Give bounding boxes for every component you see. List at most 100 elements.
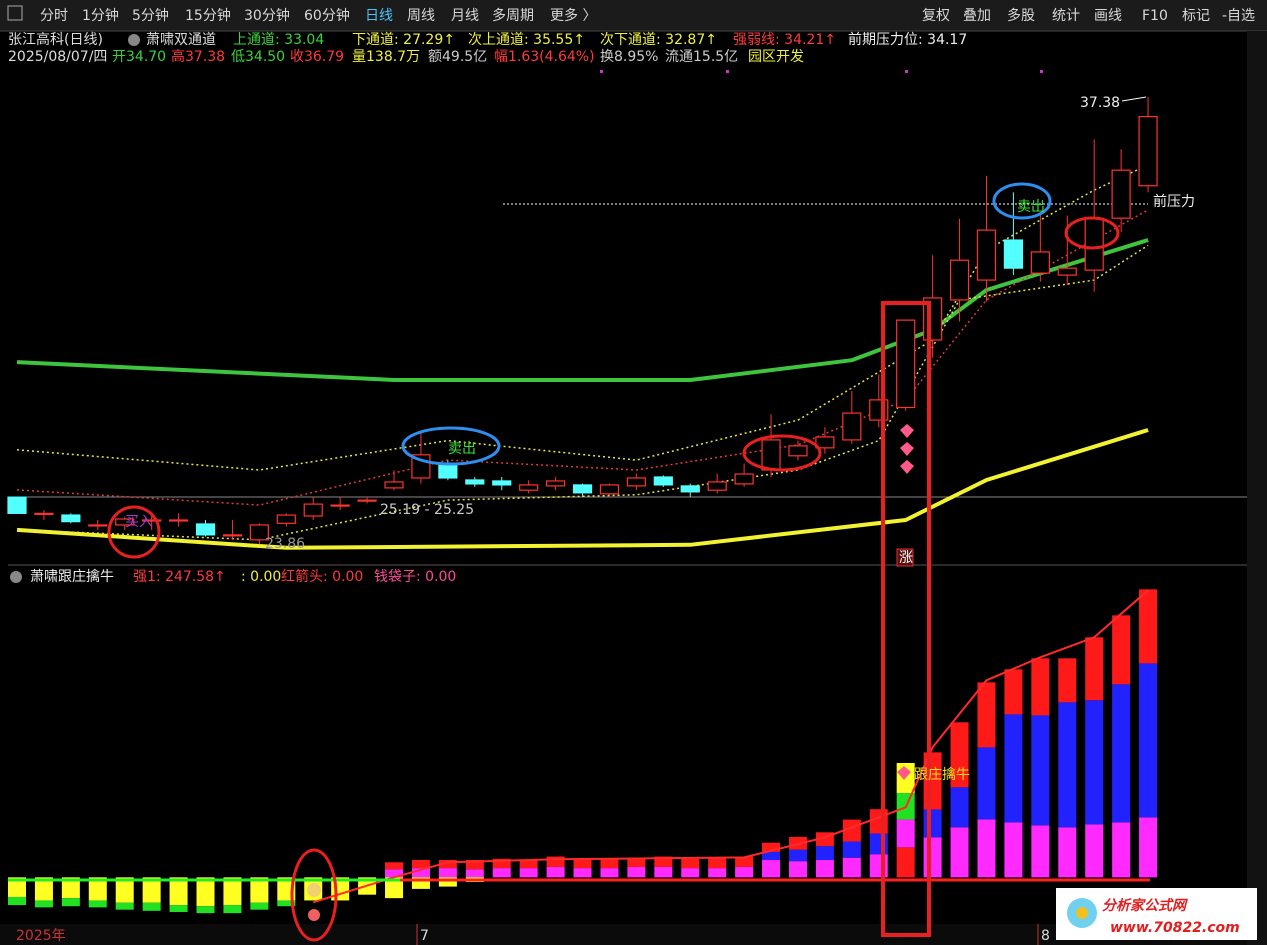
indicator-line [16,209,1149,506]
arrow-icon [308,909,320,921]
tab[interactable]: 30分钟 [244,7,290,24]
candle-body [949,259,970,301]
candle-body [384,481,404,489]
tab[interactable]: 更多 〉 [550,7,596,24]
bar-segment [681,858,700,869]
bar-segment [8,896,26,906]
candle-body [734,473,754,485]
tab[interactable]: 15分钟 [185,7,231,24]
bar-segment [223,905,242,914]
range-label: 25.19 - 25.25 [380,502,474,518]
high-arrow [1121,96,1147,102]
candle-body [195,523,216,536]
bar-segment [492,858,511,869]
bar-segment [277,900,296,907]
toolbar-items: 分时 1分钟 5分钟 15分钟 30分钟 60分钟 日线 周线 月线 多周期 更… [40,7,1255,24]
tool[interactable]: 画线 [1094,8,1122,24]
buy-circle [1064,216,1120,250]
candle-body [222,534,243,537]
top-dots [600,70,1043,73]
tool[interactable]: 标记 [1182,8,1210,24]
bar-segment [465,860,484,870]
candle-body [869,399,889,421]
candle-body [788,445,808,457]
indicator-value: 强弱线: 34.21↑ [733,32,836,48]
bar-segment [492,868,511,878]
candle-body [976,229,997,281]
candle-body [1111,169,1131,219]
bar-segment [1004,669,1023,715]
sell-label: 卖出 [1017,199,1045,215]
bar-segment [1058,702,1077,828]
tool[interactable]: 多股 [1007,7,1035,24]
indicator-line [16,164,1149,471]
bar-segment [762,860,781,878]
bar-segment [1085,824,1104,878]
side-strip [1247,31,1267,945]
tab-active[interactable]: 日线 [365,8,393,24]
bar-segment [869,809,888,834]
tool[interactable]: 叠加 [963,8,991,24]
bar-segment [1139,589,1158,664]
bar-segment [573,858,592,869]
low-label: 23.86 [265,536,305,552]
bar-segment [681,868,700,878]
bar-segment [627,866,646,878]
candle-body [680,485,700,493]
lower-indicator-value: 红箭头: 0.00 [281,568,363,585]
watermark-logo [1076,907,1088,919]
tool[interactable]: 复权 [922,7,950,24]
signal-circle [290,848,338,942]
bar-segment [1031,658,1050,716]
bar-segment [1058,658,1077,703]
tab[interactable]: 多周期 [492,7,534,24]
tab[interactable]: 1分钟 [82,7,119,24]
time-label: 8 [1041,928,1050,944]
quote: 幅1.63(4.64%) [494,49,595,65]
bar-segment [250,902,269,910]
toolbar [0,0,1267,31]
candle-body [1084,217,1104,271]
bar-segment [977,819,996,878]
indicator-value: 前期压力位: 34.17 [848,31,967,48]
bar-segment [1058,827,1077,878]
tab[interactable]: 60分钟 [304,7,350,24]
quote: 开34.70 [112,49,166,65]
bar-segment [519,868,538,878]
bar-segment [250,877,269,903]
bar-segment [142,877,161,903]
bar-segment [842,857,861,878]
candle-body [545,480,566,487]
bar-segment [923,837,942,878]
signal-label: 跟庄擒牛 [914,766,970,783]
time-label: 7 [420,928,429,944]
candle-body [1030,251,1050,274]
tool[interactable]: -自选 [1222,8,1255,24]
tab[interactable]: 分时 [40,8,68,24]
bar-segment [465,869,484,878]
tab[interactable]: 月线 [451,8,479,24]
candle-body [519,484,539,491]
window-icon[interactable] [7,5,23,21]
candle-body [1138,115,1158,187]
bar-segment [600,858,619,869]
bar-segment [815,860,834,878]
date: 2025/08/07/四 [8,49,107,65]
tool[interactable]: 统计 [1052,8,1080,24]
tab[interactable]: 5分钟 [132,7,169,24]
bar-segment [438,877,457,887]
indicator-value: 次下通道: 32.87↑ [600,32,717,48]
tab[interactable]: 周线 [407,8,435,24]
lower-indicator-value: : 0.00 [241,569,281,585]
limit-label: 涨 [899,550,913,566]
bar-segment [546,856,565,867]
bar-segment [61,877,80,899]
bar-segment [788,849,807,862]
tool[interactable]: F10 [1142,8,1168,24]
candle-body [626,477,646,487]
indicator-icon[interactable] [128,34,140,46]
bar-segment [61,898,80,907]
indicator-icon[interactable] [10,571,22,583]
bar-segment [896,819,915,848]
